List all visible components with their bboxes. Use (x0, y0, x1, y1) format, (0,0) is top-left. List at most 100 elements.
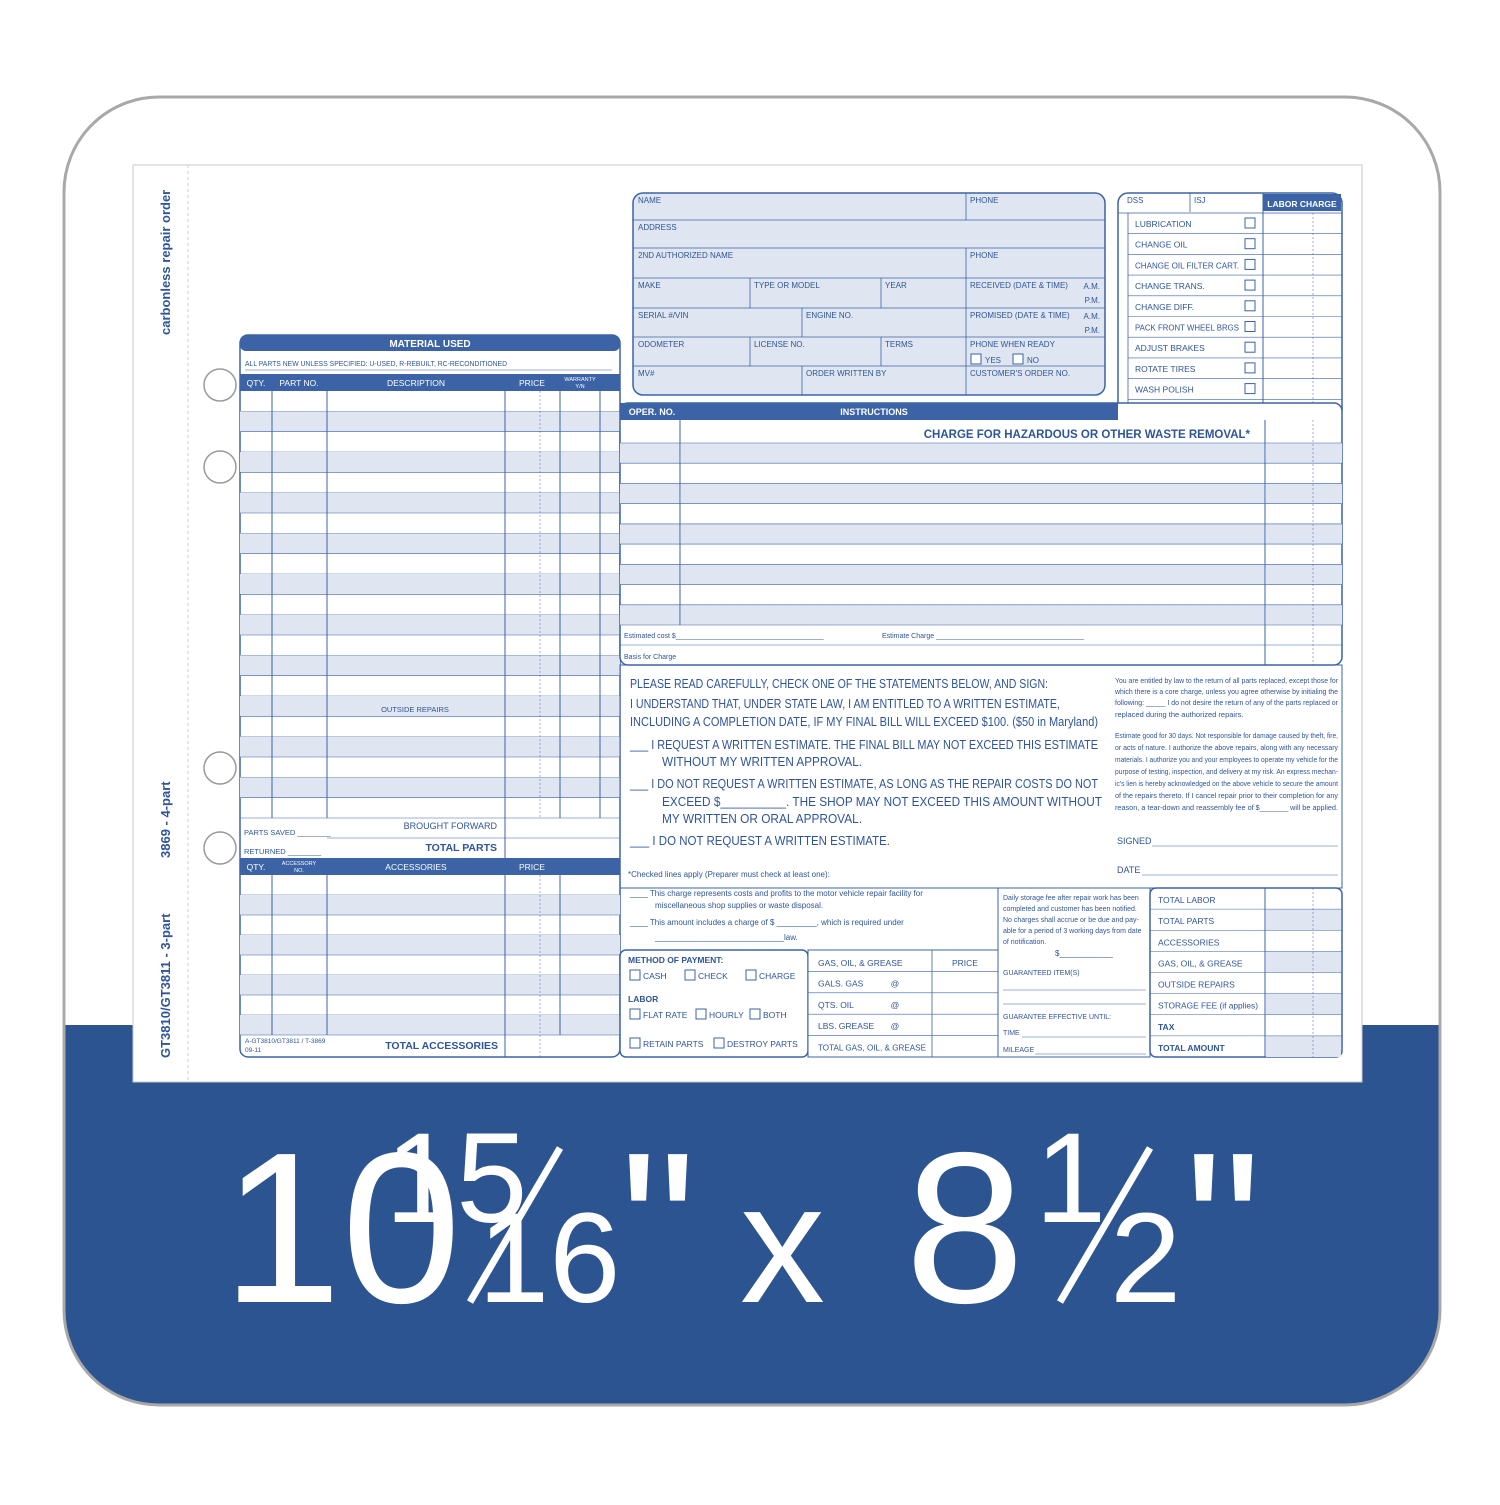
field-label: ORDER WRITTEN BY (806, 369, 887, 378)
row-shade (240, 895, 620, 915)
hole (203, 368, 237, 402)
at-sign: @ (891, 978, 900, 988)
statement-line: ___ I REQUEST A WRITTEN ESTIMATE. THE FI… (629, 737, 1098, 752)
row-shade (1266, 604, 1342, 625)
outside-repairs: OUTSIDE REPAIRS (381, 705, 449, 714)
column-label: OPER. NO. (629, 407, 676, 417)
row-shade (240, 975, 620, 995)
labor-type: HOURLY (709, 1010, 744, 1020)
field-label: ODOMETER (638, 340, 684, 349)
parts-option: DESTROY PARTS (727, 1039, 798, 1049)
statement-line: ___ I DO NOT REQUEST A WRITTEN ESTIMATE. (629, 833, 890, 848)
size-digit: 10 (222, 1107, 461, 1348)
total-item: GAS, OIL, & GREASE (1158, 958, 1243, 968)
inch-mark: " (620, 1107, 696, 1348)
service-item: CHANGE DIFF. (1135, 302, 1194, 312)
size-fraction: 15 (385, 1107, 527, 1250)
checkbox (629, 1008, 641, 1020)
row-shade (1266, 564, 1342, 585)
mileage: MILEAGE (1003, 1047, 1034, 1054)
column-label: NO. (294, 868, 304, 874)
signed: SIGNED (1117, 836, 1152, 846)
column-label: PRICE (519, 378, 545, 388)
storage-amount: $____________ (1055, 949, 1113, 958)
blue-band (64, 1025, 1440, 1405)
total-item: STORAGE FEE (if applies) (1158, 1001, 1258, 1011)
row-shade (1266, 993, 1341, 1015)
column-label: WARRANTY (564, 377, 596, 383)
checkbox (745, 969, 757, 981)
terms-line: Estimate good for 30 days. Not responsib… (1115, 731, 1338, 740)
brought-forward: BROUGHT FORWARD (404, 821, 498, 831)
row-shade (240, 777, 620, 798)
time: TIME (1003, 1030, 1020, 1037)
checkbox (1244, 238, 1256, 250)
estimate-charge: Estimate Charge ________________________… (882, 633, 1084, 640)
hole (203, 831, 237, 865)
checkbox (1244, 279, 1256, 291)
hole (203, 450, 237, 484)
terms-line: ic's lien is hereby acknowledged on the … (1115, 779, 1339, 788)
total-item: TOTAL AMOUNT (1158, 1043, 1226, 1053)
checkbox (1244, 341, 1256, 353)
total-item: TOTAL LABOR (1158, 895, 1215, 905)
charges-line: ____ This charge represents costs and pr… (629, 889, 923, 898)
field-label: LICENSE NO. (754, 340, 805, 349)
am: A.M. (1084, 282, 1100, 291)
labor-charge: LABOR CHARGE (1267, 199, 1337, 209)
row-shade (240, 533, 620, 554)
no: NO (1027, 356, 1039, 365)
row-shade (1266, 483, 1342, 504)
terms-line: purpose of testing, inspection, and deli… (1115, 767, 1338, 776)
checkbox (1244, 258, 1256, 270)
size-fraction: 16 (478, 1187, 620, 1330)
row-shade (681, 483, 1265, 504)
total-parts: TOTAL PARTS (425, 842, 497, 854)
row-shade (240, 655, 620, 676)
storage-line: No charges shall accrue or be due and pa… (1003, 917, 1139, 924)
price: PRICE (952, 958, 978, 968)
field-label: PHONE (970, 251, 998, 260)
field-label: PROMISED (DATE & TIME) (970, 311, 1070, 320)
column-label: INSTRUCTIONS (840, 407, 908, 417)
pm: P.M. (1085, 296, 1100, 305)
field-label: SERIAL #/VIN (638, 311, 689, 320)
section-title: MATERIAL USED (389, 339, 470, 350)
total-accessories: TOTAL ACCESSORIES (385, 1040, 498, 1052)
gas-total: TOTAL GAS, OIL, & GREASE (818, 1043, 926, 1053)
customer-box (632, 192, 1106, 396)
terms-line: which there is a core charge, unless you… (1114, 687, 1338, 696)
terms-line: following: _____ I do not desire the ret… (1115, 698, 1338, 707)
parts-option: RETAIN PARTS (643, 1039, 704, 1049)
checkbox (629, 969, 641, 981)
row-shade (240, 935, 620, 955)
row-shade (620, 443, 680, 464)
row-shade (240, 614, 620, 635)
service-item: ADJUST BRAKES (1135, 343, 1205, 353)
estimated-cost: Estimated cost $________________________… (624, 633, 824, 640)
field-label: ENGINE NO. (806, 311, 853, 320)
total-item: TAX (1158, 1022, 1175, 1032)
storage-box (997, 887, 1151, 1058)
row-shade (240, 574, 620, 595)
charges-line: miscellaneous shop supplies or waste dis… (655, 901, 823, 910)
form-code: A-GT3810/GT3811 / T-3869 (245, 1038, 326, 1045)
row-shade (240, 696, 620, 717)
hazardous-note: CHARGE FOR HAZARDOUS OR OTHER WASTE REMO… (924, 429, 1251, 441)
field-label: TERMS (885, 340, 913, 349)
guaranteed: GUARANTEED ITEM(S) (1003, 970, 1080, 977)
storage-line: completed and customer has been notified… (1003, 906, 1137, 913)
hole (203, 751, 237, 785)
payment-method: CASH (643, 971, 667, 981)
service-item: WASH POLISH (1135, 385, 1194, 395)
checkbox (1244, 300, 1256, 312)
checkbox (1244, 362, 1256, 374)
labor-type: FLAT RATE (643, 1010, 688, 1020)
statement-line: INCLUDING A COMPLETION DATE, IF MY FINAL… (630, 714, 1098, 729)
header-band (1263, 194, 1341, 211)
row-shade (681, 564, 1265, 585)
side-label: 3869 - 4-part (158, 781, 173, 858)
row-shade (1266, 1035, 1341, 1057)
field-label: 2ND AUTHORIZED NAME (638, 251, 733, 260)
statement-line: EXCEED $__________. THE SHOP MAY NOT EXC… (662, 794, 1102, 809)
